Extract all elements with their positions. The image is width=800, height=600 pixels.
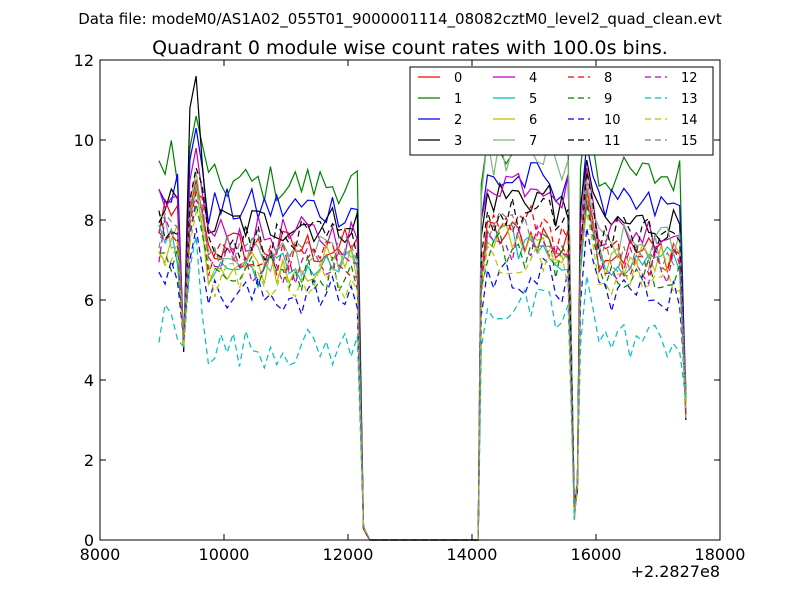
legend-label-15: 15 bbox=[681, 134, 698, 149]
y-tick-label: 4 bbox=[84, 371, 94, 390]
x-tick-label: 14000 bbox=[447, 545, 498, 564]
x-tick-label: 8000 bbox=[80, 545, 121, 564]
legend-label-3: 3 bbox=[454, 134, 462, 149]
x-offset-label: +2.2827e8 bbox=[631, 562, 720, 581]
legend-label-5: 5 bbox=[529, 92, 537, 107]
series-line-10 bbox=[158, 227, 687, 541]
legend-label-9: 9 bbox=[604, 92, 612, 107]
x-tick-label: 12000 bbox=[323, 545, 374, 564]
series-line-8 bbox=[158, 190, 687, 541]
legend-label-10: 10 bbox=[604, 113, 621, 128]
x-tick-label: 18000 bbox=[695, 545, 746, 564]
legend-label-0: 0 bbox=[454, 71, 462, 86]
legend-label-6: 6 bbox=[529, 113, 537, 128]
chart-title: Quadrant 0 module wise count rates with … bbox=[152, 37, 668, 59]
y-tick-label: 6 bbox=[84, 291, 94, 310]
x-tick-label: 10000 bbox=[199, 545, 250, 564]
legend-label-11: 11 bbox=[604, 134, 621, 149]
legend-label-13: 13 bbox=[681, 92, 698, 107]
y-tick-label: 10 bbox=[74, 131, 94, 150]
legend-label-2: 2 bbox=[454, 113, 462, 128]
legend-box bbox=[409, 66, 714, 156]
y-tick-label: 12 bbox=[74, 51, 94, 70]
legend-label-1: 1 bbox=[454, 92, 462, 107]
y-tick-label: 0 bbox=[84, 531, 94, 550]
y-tick-label: 2 bbox=[84, 451, 94, 470]
y-tick-label: 8 bbox=[84, 211, 94, 230]
legend-label-8: 8 bbox=[604, 71, 612, 86]
legend-label-7: 7 bbox=[529, 134, 537, 149]
series-line-11 bbox=[158, 165, 687, 541]
legend-label-14: 14 bbox=[681, 113, 698, 128]
legend-label-12: 12 bbox=[681, 71, 698, 86]
legend-label-4: 4 bbox=[529, 71, 537, 86]
series-line-14 bbox=[158, 210, 687, 541]
suptitle: Data file: modeM0/AS1A02_055T01_90000011… bbox=[78, 10, 722, 29]
x-tick-label: 16000 bbox=[571, 545, 622, 564]
